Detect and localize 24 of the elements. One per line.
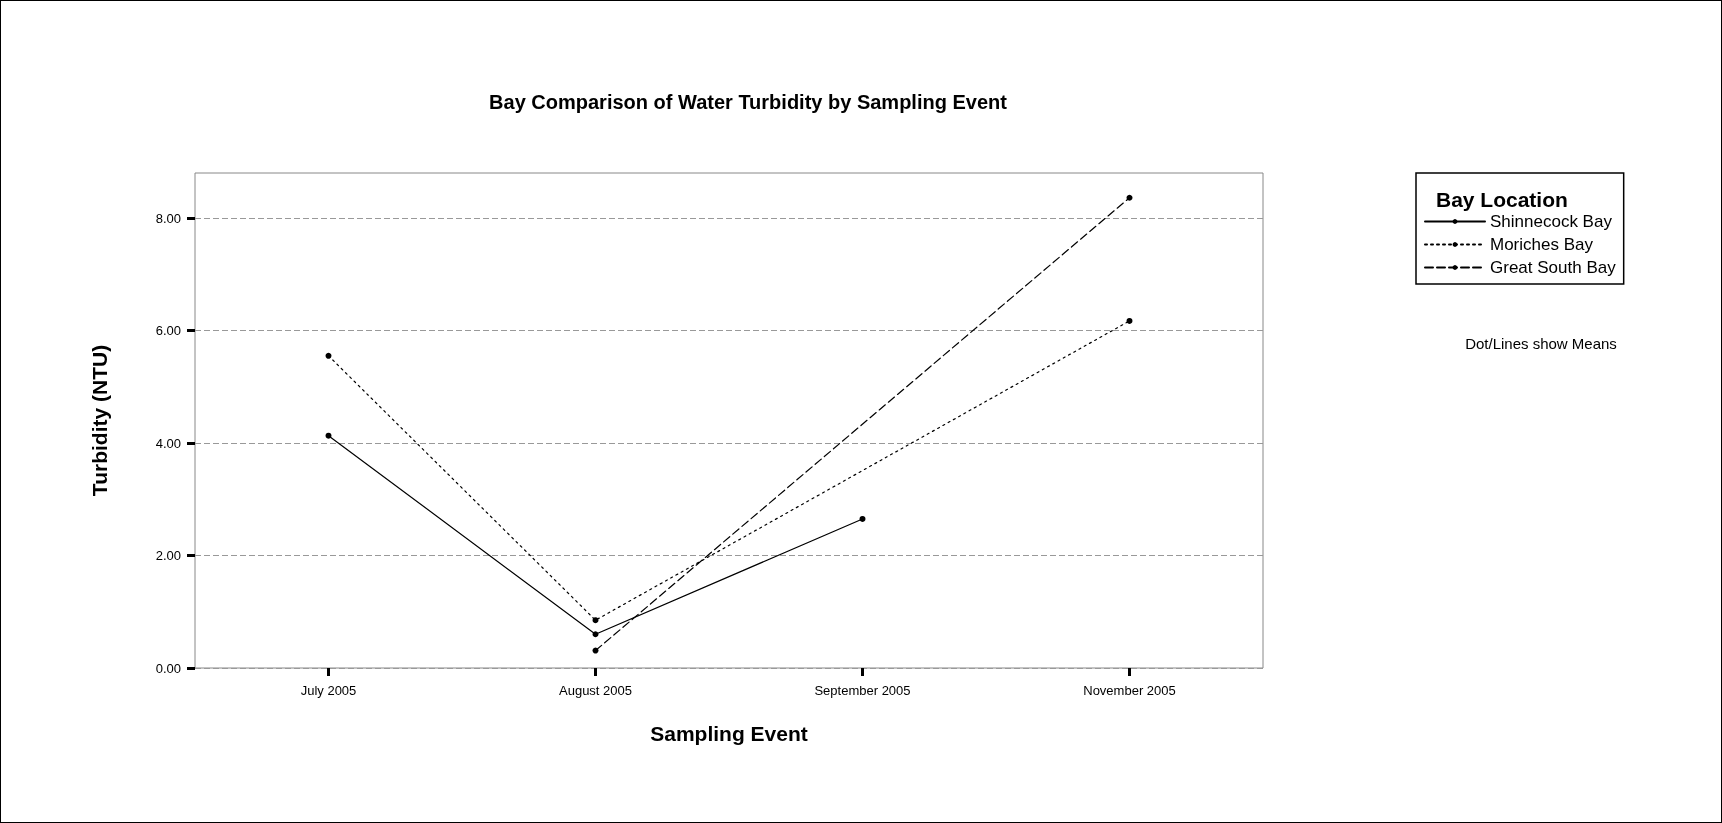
point <box>592 647 599 654</box>
y-tick-label: 2.00 <box>155 548 181 563</box>
x-axis-title: Sampling Event <box>650 722 808 745</box>
y-tick-label: 4.00 <box>155 435 181 451</box>
legend-label: Shinnecock Bay <box>1490 212 1613 231</box>
x-tick-label: November 2005 <box>1083 683 1176 698</box>
point <box>859 515 866 522</box>
y-tick-label: 0.00 <box>155 660 181 676</box>
y-tick-label: 8.00 <box>155 210 181 226</box>
point <box>325 352 332 359</box>
y-tick-label: 6.00 <box>155 323 181 338</box>
legend-label: Moriches Bay <box>1490 235 1594 254</box>
y-axis-title: Turbidity (NTU) <box>88 344 111 497</box>
legend-title: Bay Location <box>1436 188 1568 211</box>
x-tick-label: September 2005 <box>814 683 911 698</box>
x-tick-label: August 2005 <box>558 683 633 698</box>
legend-label: Great South Bay <box>1490 258 1617 277</box>
text: Dot/Lines show Means <box>1465 335 1617 352</box>
chart-title: Bay Comparison of Water Turbidity by Sampling Event <box>489 91 1008 113</box>
point <box>592 631 599 638</box>
x-tick-label: July 2005 <box>300 683 357 698</box>
point <box>1126 194 1133 201</box>
point <box>592 617 599 624</box>
point <box>1126 317 1133 324</box>
